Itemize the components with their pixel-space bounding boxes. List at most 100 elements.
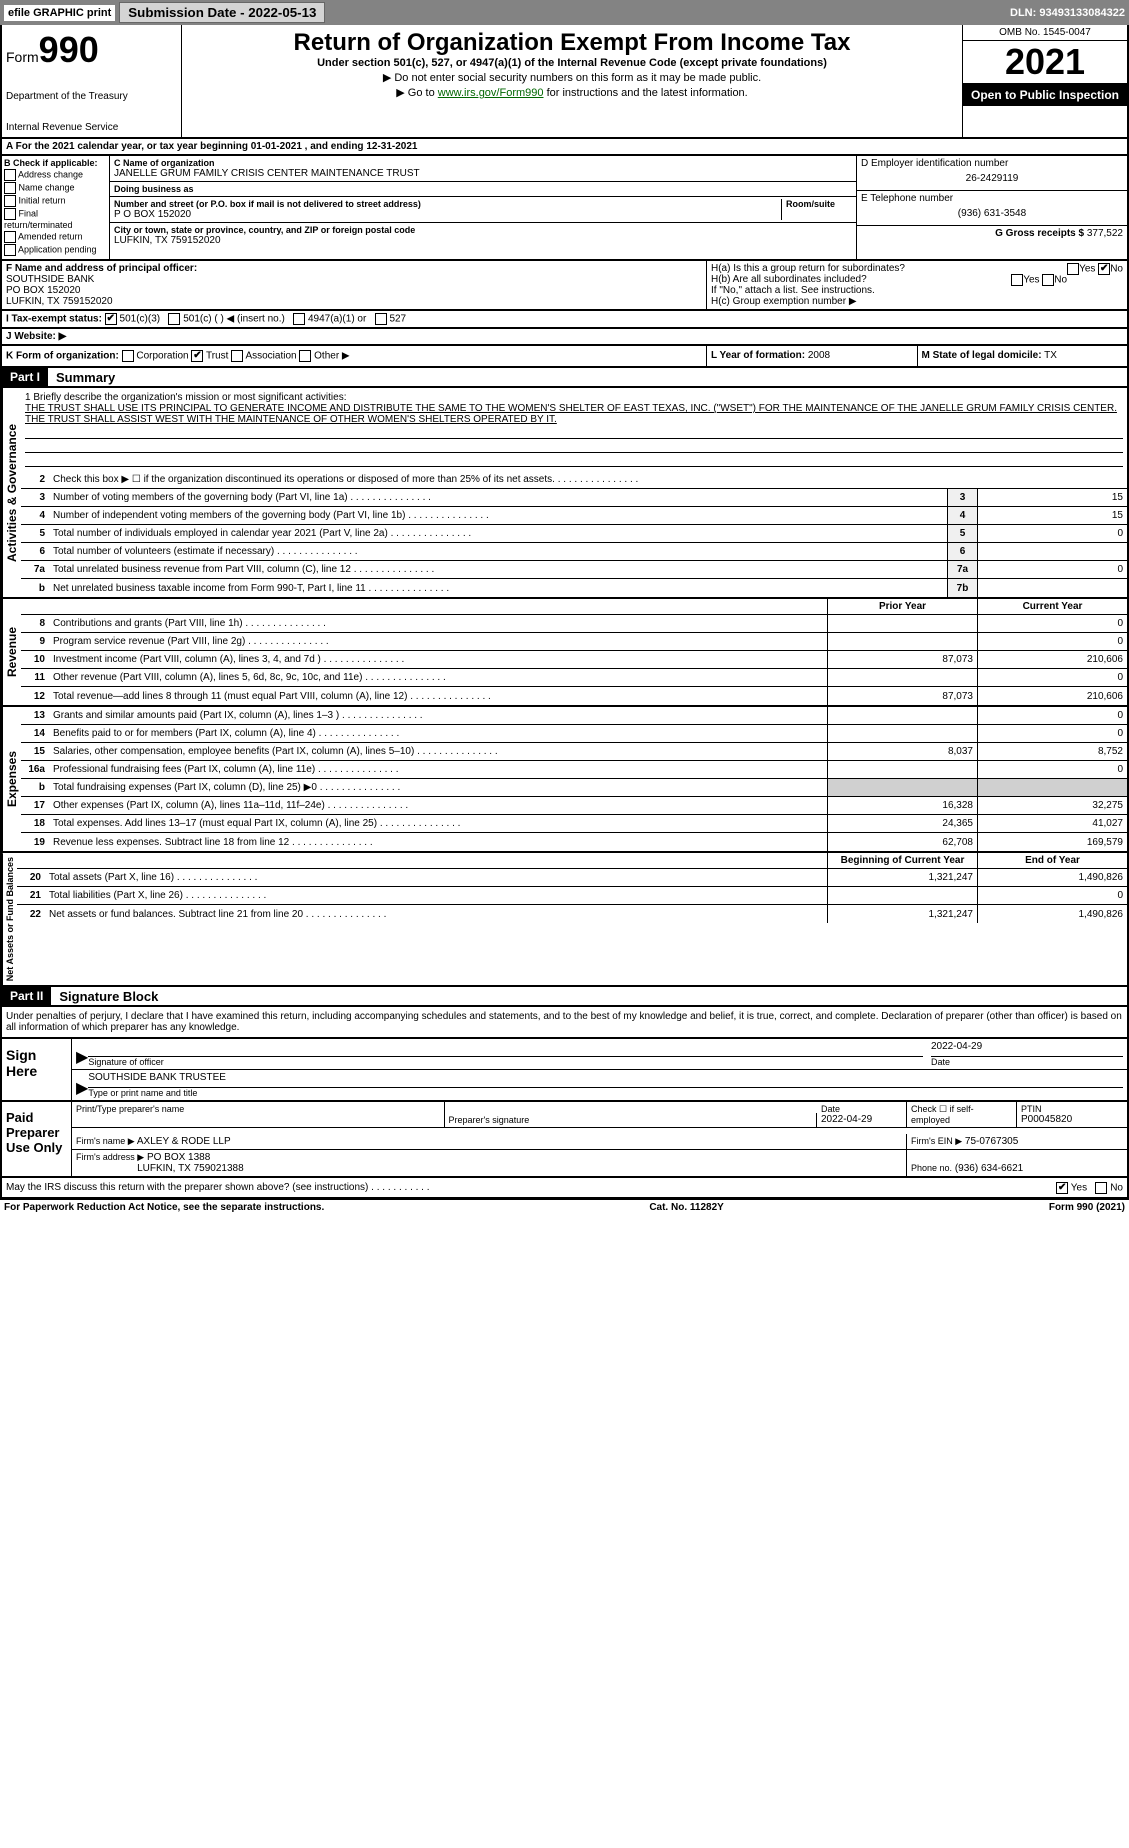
- header-left: Form990 Department of the Treasury Inter…: [2, 25, 182, 137]
- org-name: JANELLE GRUM FAMILY CRISIS CENTER MAINTE…: [114, 168, 852, 179]
- l-cell: L Year of formation: 2008: [707, 346, 918, 366]
- mission-text: THE TRUST SHALL USE ITS PRINCIPAL TO GEN…: [25, 403, 1123, 425]
- 4947-checkbox[interactable]: [293, 313, 305, 325]
- colb-checkbox-item[interactable]: Initial return: [4, 195, 107, 207]
- ein-label: D Employer identification number: [861, 158, 1123, 169]
- row-a-text: A For the 2021 calendar year, or tax yea…: [6, 141, 417, 152]
- form-number: Form990: [6, 29, 177, 71]
- header-mid: Return of Organization Exempt From Incom…: [182, 25, 962, 137]
- paid-preparer-label: Paid Preparer Use Only: [2, 1102, 72, 1176]
- colb-checkbox-item[interactable]: Name change: [4, 182, 107, 194]
- firm-phone: (936) 634-6621: [955, 1163, 1023, 1174]
- colb-checkbox-item[interactable]: Application pending: [4, 244, 107, 256]
- omb-number: OMB No. 1545-0047: [963, 25, 1127, 41]
- paid-preparer-block: Paid Preparer Use Only Print/Type prepar…: [0, 1102, 1129, 1178]
- officer-name: SOUTHSIDE BANK: [6, 274, 94, 285]
- irs-label: Internal Revenue Service: [6, 122, 177, 133]
- other-checkbox[interactable]: [299, 350, 311, 362]
- self-employed-check[interactable]: Check ☐ if self-employed: [907, 1102, 1017, 1127]
- 501c3-checkbox[interactable]: [105, 313, 117, 325]
- ssn-note: ▶ Do not enter social security numbers o…: [186, 71, 958, 84]
- hb-no-checkbox[interactable]: [1042, 274, 1054, 286]
- column-c: C Name of organization JANELLE GRUM FAMI…: [110, 156, 857, 259]
- footer-mid: Cat. No. 11282Y: [324, 1202, 1049, 1213]
- gov-line: 6Total number of volunteers (estimate if…: [21, 543, 1127, 561]
- firm-addr2: LUFKIN, TX 759021388: [137, 1163, 244, 1174]
- col-b-header: B Check if applicable:: [4, 158, 107, 168]
- financial-line: 13Grants and similar amounts paid (Part …: [21, 707, 1127, 725]
- part1-header: Part I Summary: [0, 368, 1129, 388]
- 527-checkbox[interactable]: [375, 313, 387, 325]
- arrow-icon: ▶: [76, 1047, 88, 1067]
- financial-line: 20Total assets (Part X, line 16)1,321,24…: [17, 869, 1127, 887]
- principal-officer: F Name and address of principal officer:…: [2, 261, 707, 309]
- gross-value: 377,522: [1087, 228, 1123, 239]
- form-subtitle: Under section 501(c), 527, or 4947(a)(1)…: [186, 57, 958, 69]
- sign-here-label: Sign Here: [2, 1039, 72, 1100]
- prep-date-label: Date: [821, 1104, 902, 1114]
- ha-no-checkbox[interactable]: [1098, 263, 1110, 275]
- discuss-yes-checkbox[interactable]: [1056, 1182, 1068, 1194]
- hb-yes-checkbox[interactable]: [1011, 274, 1023, 286]
- colb-checkbox-item[interactable]: Address change: [4, 169, 107, 181]
- colb-checkbox-item[interactable]: Amended return: [4, 231, 107, 243]
- column-de: D Employer identification number 26-2429…: [857, 156, 1127, 259]
- irs-link[interactable]: www.irs.gov/Form990: [438, 87, 544, 99]
- arrow-icon-2: ▶: [76, 1078, 88, 1098]
- preparer-name: [76, 1114, 440, 1125]
- h-block: H(a) Is this a group return for subordin…: [707, 261, 1127, 309]
- firm-name: AXLEY & RODE LLP: [137, 1136, 231, 1147]
- header-right: OMB No. 1545-0047 2021 Open to Public In…: [962, 25, 1127, 137]
- 501c-checkbox[interactable]: [168, 313, 180, 325]
- assoc-checkbox[interactable]: [231, 350, 243, 362]
- phone-label: E Telephone number: [861, 193, 1123, 204]
- gross-cell: G Gross receipts $ 377,522: [857, 226, 1127, 241]
- trust-checkbox[interactable]: [191, 350, 203, 362]
- expenses-label: Expenses: [2, 707, 21, 851]
- goto-note: ▶ Go to www.irs.gov/Form990 for instruct…: [186, 86, 958, 99]
- officer-signature-line[interactable]: [88, 1041, 923, 1057]
- phone-value: (936) 631-3548: [861, 204, 1123, 223]
- part2-title: Signature Block: [51, 989, 158, 1004]
- firm-ein-label: Firm's EIN ▶: [911, 1136, 962, 1146]
- i-label: I Tax-exempt status:: [6, 314, 102, 325]
- discuss-no-checkbox[interactable]: [1095, 1182, 1107, 1194]
- ha-row: H(a) Is this a group return for subordin…: [711, 263, 1123, 274]
- street-value: P O BOX 152020: [114, 209, 777, 220]
- no-label: No: [1110, 264, 1123, 275]
- expenses-body: 13Grants and similar amounts paid (Part …: [21, 707, 1127, 851]
- yes-label: Yes: [1079, 264, 1095, 275]
- officer-addr2: LUFKIN, TX 759152020: [6, 296, 113, 307]
- end-year-header: End of Year: [977, 853, 1127, 868]
- corp-checkbox[interactable]: [122, 350, 134, 362]
- gov-line: 7aTotal unrelated business revenue from …: [21, 561, 1127, 579]
- lm-cells: L Year of formation: 2008 M State of leg…: [707, 346, 1127, 366]
- row-fh: F Name and address of principal officer:…: [0, 261, 1129, 311]
- gov-line: 3Number of voting members of the governi…: [21, 489, 1127, 507]
- k-cell: K Form of organization: Corporation Trus…: [2, 346, 707, 366]
- financial-line: 12Total revenue—add lines 8 through 11 (…: [21, 687, 1127, 705]
- sign-here-block: Sign Here ▶ Signature of officer 2022-04…: [0, 1039, 1129, 1102]
- column-b: B Check if applicable: Address change Na…: [2, 156, 110, 259]
- form-990-number: 990: [39, 29, 99, 70]
- blank-line-2: [25, 439, 1123, 453]
- footer-right: Form 990 (2021): [1049, 1202, 1125, 1213]
- colb-checkbox-item[interactable]: Final return/terminated: [4, 208, 107, 230]
- expenses-section: Expenses 13Grants and similar amounts pa…: [0, 707, 1129, 853]
- governance-section: Activities & Governance 1 Briefly descri…: [0, 388, 1129, 599]
- org-name-cell: C Name of organization JANELLE GRUM FAMI…: [110, 156, 856, 182]
- dept-treasury: Department of the Treasury: [6, 91, 177, 102]
- hc-row: H(c) Group exemption number ▶: [711, 296, 1123, 307]
- ha-yes-checkbox[interactable]: [1067, 263, 1079, 275]
- f-label: F Name and address of principal officer:: [6, 263, 197, 274]
- sig-officer-label: Signature of officer: [88, 1057, 923, 1067]
- ein-cell: D Employer identification number 26-2429…: [857, 156, 1127, 191]
- dba-cell: Doing business as: [110, 182, 856, 197]
- page-footer: For Paperwork Reduction Act Notice, see …: [0, 1199, 1129, 1215]
- discuss-text: May the IRS discuss this return with the…: [6, 1182, 368, 1193]
- row-j: J Website: ▶: [0, 329, 1129, 346]
- prep-date: 2022-04-29: [821, 1114, 902, 1125]
- city-label: City or town, state or province, country…: [114, 225, 852, 235]
- submission-date-button[interactable]: Submission Date - 2022-05-13: [119, 2, 325, 23]
- part1-title: Summary: [48, 370, 115, 385]
